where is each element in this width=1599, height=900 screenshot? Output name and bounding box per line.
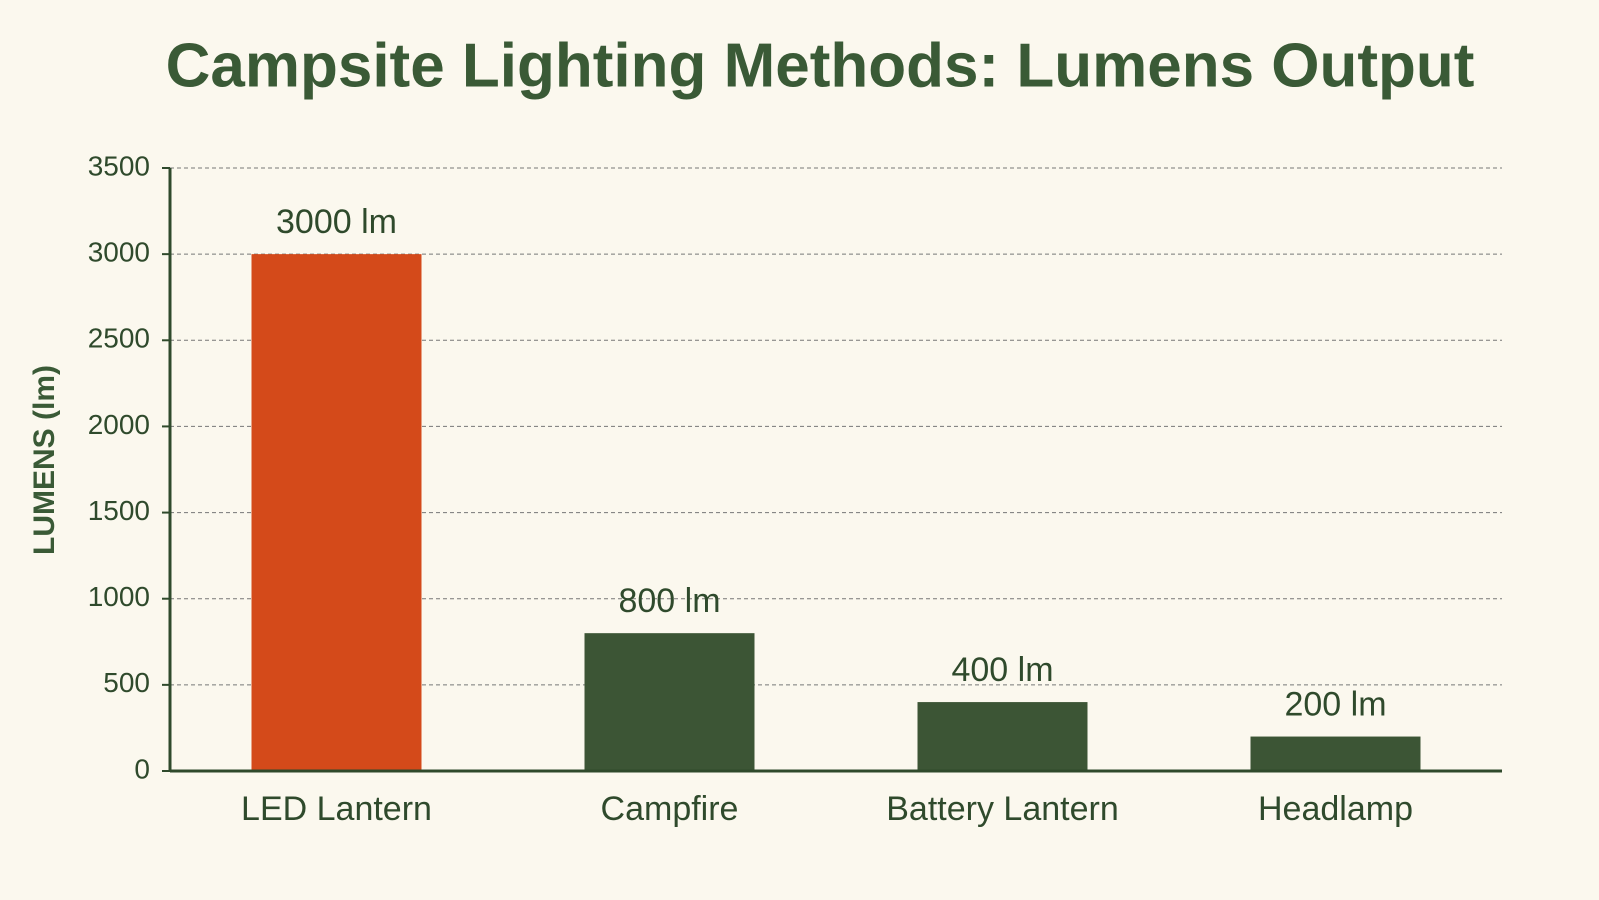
y-tick-label: 0 xyxy=(134,753,150,784)
x-tick-label: Headlamp xyxy=(1258,790,1413,828)
y-axis-label: LUMENS (lm) xyxy=(28,365,61,555)
y-tick-label: 500 xyxy=(103,667,150,698)
value-label: 400 lm xyxy=(951,651,1053,689)
y-tick-label: 1500 xyxy=(88,495,150,526)
value-label: 800 lm xyxy=(618,582,720,620)
bar xyxy=(917,702,1088,771)
chart-title: Campsite Lighting Methods: Lumens Output xyxy=(166,31,1475,100)
x-tick-label: Battery Lantern xyxy=(886,790,1118,828)
y-tick-label: 2000 xyxy=(88,409,150,440)
bar xyxy=(584,633,755,771)
y-tick-label: 2500 xyxy=(88,323,150,354)
value-label: 3000 lm xyxy=(276,203,397,241)
x-tick-label: LED Lantern xyxy=(241,790,432,828)
y-tick-label: 3000 xyxy=(88,237,150,268)
x-tick-label: Campfire xyxy=(601,790,739,828)
value-label: 200 lm xyxy=(1284,686,1386,724)
y-tick-label: 3500 xyxy=(88,150,150,181)
bar xyxy=(251,254,422,772)
y-tick-label: 1000 xyxy=(88,581,150,612)
bar xyxy=(1250,736,1421,771)
